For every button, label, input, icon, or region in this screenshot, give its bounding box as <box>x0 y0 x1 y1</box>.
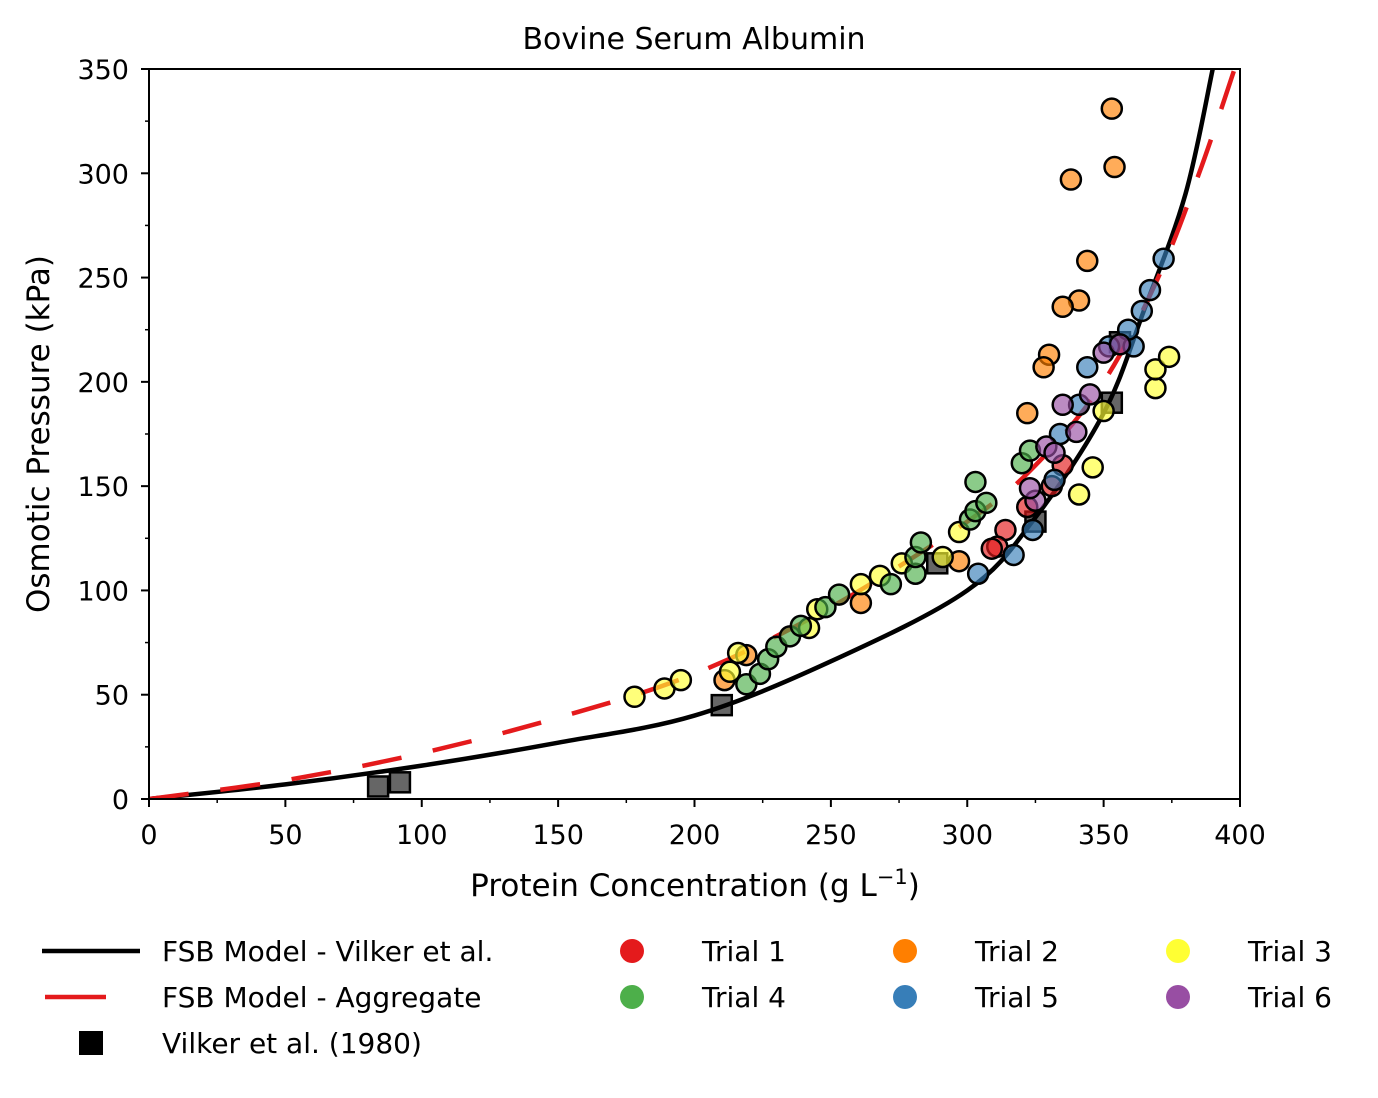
legend-trial-3-swatch <box>1166 939 1190 963</box>
trial-2-point <box>1076 249 1099 273</box>
trial-3-point <box>1144 358 1167 381</box>
trial-4-point <box>879 572 903 596</box>
trial-3-point <box>1157 345 1181 369</box>
trial-3-point <box>718 660 742 684</box>
trial-3-point <box>1092 399 1115 423</box>
trial-6-point <box>1043 441 1066 465</box>
x-tick-label: 150 <box>532 820 584 851</box>
trial-6-point <box>1078 383 1102 406</box>
trial-3-point <box>1067 483 1091 506</box>
y-tick-label: 300 <box>77 159 129 190</box>
legend-label: Trial 6 <box>1247 981 1332 1014</box>
legend-trial-6-swatch <box>1166 985 1190 1009</box>
trial-2-point <box>1059 168 1083 191</box>
trial-3-point <box>931 545 954 569</box>
trial-5-point <box>1043 468 1066 492</box>
trial-3-point <box>726 641 750 665</box>
legend-label: Trial 1 <box>701 935 786 968</box>
trial-3-point <box>1144 376 1167 400</box>
trial-6-point <box>1018 476 1042 500</box>
legend-label: Trial 2 <box>974 935 1059 968</box>
trial-4-point <box>964 470 987 494</box>
trial-2-point <box>1103 155 1126 179</box>
legend-label: Vilker et al. (1980) <box>162 1027 422 1060</box>
trial-4-point <box>975 491 998 515</box>
x-tick-label: 250 <box>805 820 857 851</box>
y-tick-label: 200 <box>77 368 129 399</box>
trial-4-point <box>814 595 837 619</box>
legend-trial-5-swatch <box>893 985 917 1009</box>
trial-5-point <box>1152 247 1175 271</box>
legend: FSB Model - Vilker et al. FSB Model - Agg… <box>42 935 1332 1060</box>
trial-3-point <box>623 685 646 709</box>
y-tick-label: 250 <box>77 264 129 295</box>
legend-label: Trial 5 <box>974 981 1059 1014</box>
legend-trial-4-swatch <box>620 985 644 1009</box>
trial-4-point <box>909 531 933 554</box>
y-tick-label: 50 <box>95 681 129 712</box>
chart-title: Bovine Serum Albumin <box>522 22 865 57</box>
legend-trial-2-swatch <box>893 939 917 963</box>
legend-label: FSB Model - Aggregate <box>162 981 481 1014</box>
y-tick-label: 150 <box>77 472 129 503</box>
legend-label: Trial 3 <box>1247 935 1332 968</box>
legend-label: FSB Model - Vilker et al. <box>162 935 493 968</box>
x-tick-label: 300 <box>941 820 993 851</box>
x-tick-label: 100 <box>396 820 448 851</box>
x-tick-label: 350 <box>1078 820 1130 851</box>
x-tick-label: 50 <box>268 820 302 851</box>
trial-3-point <box>1081 456 1104 479</box>
x-tick-label: 200 <box>669 820 721 851</box>
trial-5-point <box>1002 543 1025 567</box>
y-tick-label: 350 <box>77 55 129 86</box>
trial-2-point <box>1032 356 1055 379</box>
trial-6-point <box>1051 393 1074 417</box>
vilker-data-point <box>388 771 412 794</box>
legend-trial-1-swatch <box>620 939 644 963</box>
vilker-data-point <box>366 775 390 798</box>
y-axis-label: Osmotic Pressure (kPa) <box>21 255 57 613</box>
y-tick-label: 0 <box>112 785 129 816</box>
trial-5-point <box>1021 518 1044 542</box>
x-tick-label: 0 <box>140 820 157 851</box>
trial-2-point <box>1100 97 1124 120</box>
y-tick-label: 100 <box>77 576 129 607</box>
trial-2-point <box>1016 401 1039 425</box>
trial-3-point <box>849 572 873 596</box>
trial-5-point <box>1138 278 1162 302</box>
legend-label: Trial 4 <box>701 981 786 1014</box>
trial-1-point <box>980 537 1004 560</box>
trial-3-point <box>669 668 693 692</box>
trial-5-point <box>1076 356 1099 379</box>
trial-2-point <box>849 591 873 615</box>
legend-square-swatch <box>79 1031 103 1055</box>
trial-5-point <box>966 562 990 585</box>
trial-4-point <box>789 614 813 638</box>
trial-6-point <box>1108 333 1132 356</box>
trial-2-point <box>1051 295 1074 319</box>
x-axis-label: Protein Concentration (g L−1) <box>470 865 920 904</box>
trial-5-point <box>1130 299 1154 323</box>
x-tick-label: 400 <box>1214 820 1266 851</box>
trial-4-point <box>827 583 851 606</box>
trial-6-point <box>1065 420 1088 444</box>
